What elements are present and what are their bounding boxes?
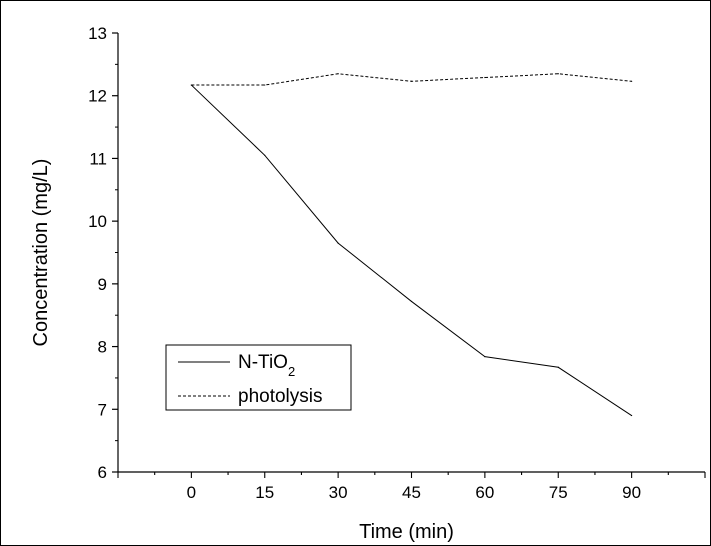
data-point bbox=[484, 76, 486, 79]
series-line-photolysis bbox=[191, 73, 632, 86]
data-point bbox=[484, 356, 486, 358]
data-point bbox=[190, 84, 192, 86]
y-tick-label: 8 bbox=[98, 338, 107, 357]
data-point bbox=[631, 80, 633, 82]
y-tick-label: 10 bbox=[88, 212, 107, 231]
x-tick-label: 75 bbox=[549, 483, 568, 502]
data-point bbox=[557, 73, 559, 75]
legend-label: N-TiO2 bbox=[238, 352, 295, 379]
y-tick-label: 6 bbox=[98, 463, 107, 482]
y-tick-label: 11 bbox=[89, 149, 107, 168]
data-point bbox=[337, 73, 339, 75]
series-layer bbox=[190, 73, 633, 417]
data-point bbox=[264, 154, 266, 156]
legend-label: photolysis bbox=[238, 386, 323, 407]
x-tick-label: 45 bbox=[402, 483, 421, 502]
y-tick-label: 13 bbox=[88, 24, 107, 43]
axes: 6 7 8 9 10 11 12 13 0 15 30 45 60 75 90 Time (min) Conce… bbox=[30, 24, 706, 543]
data-point bbox=[410, 80, 413, 82]
y-axis-title: Concentration (mg/L) bbox=[30, 159, 52, 347]
data-point bbox=[557, 366, 559, 368]
x-tick-label: 60 bbox=[475, 483, 494, 502]
data-point bbox=[410, 300, 413, 303]
legend: N-TiO2 photolysis bbox=[165, 344, 352, 411]
data-point bbox=[631, 414, 633, 417]
y-tick-label: 12 bbox=[88, 87, 107, 106]
y-tick-label: 9 bbox=[98, 275, 107, 294]
x-axis-title: Time (min) bbox=[359, 521, 454, 543]
x-tick-label: 15 bbox=[255, 483, 274, 502]
x-tick-label: 0 bbox=[187, 483, 196, 502]
y-tick-label: 7 bbox=[98, 400, 107, 419]
data-point bbox=[337, 242, 339, 244]
data-point bbox=[264, 84, 266, 86]
x-tick-label: 30 bbox=[329, 483, 348, 502]
x-tick-label: 90 bbox=[622, 483, 641, 502]
legend-box bbox=[165, 344, 352, 411]
